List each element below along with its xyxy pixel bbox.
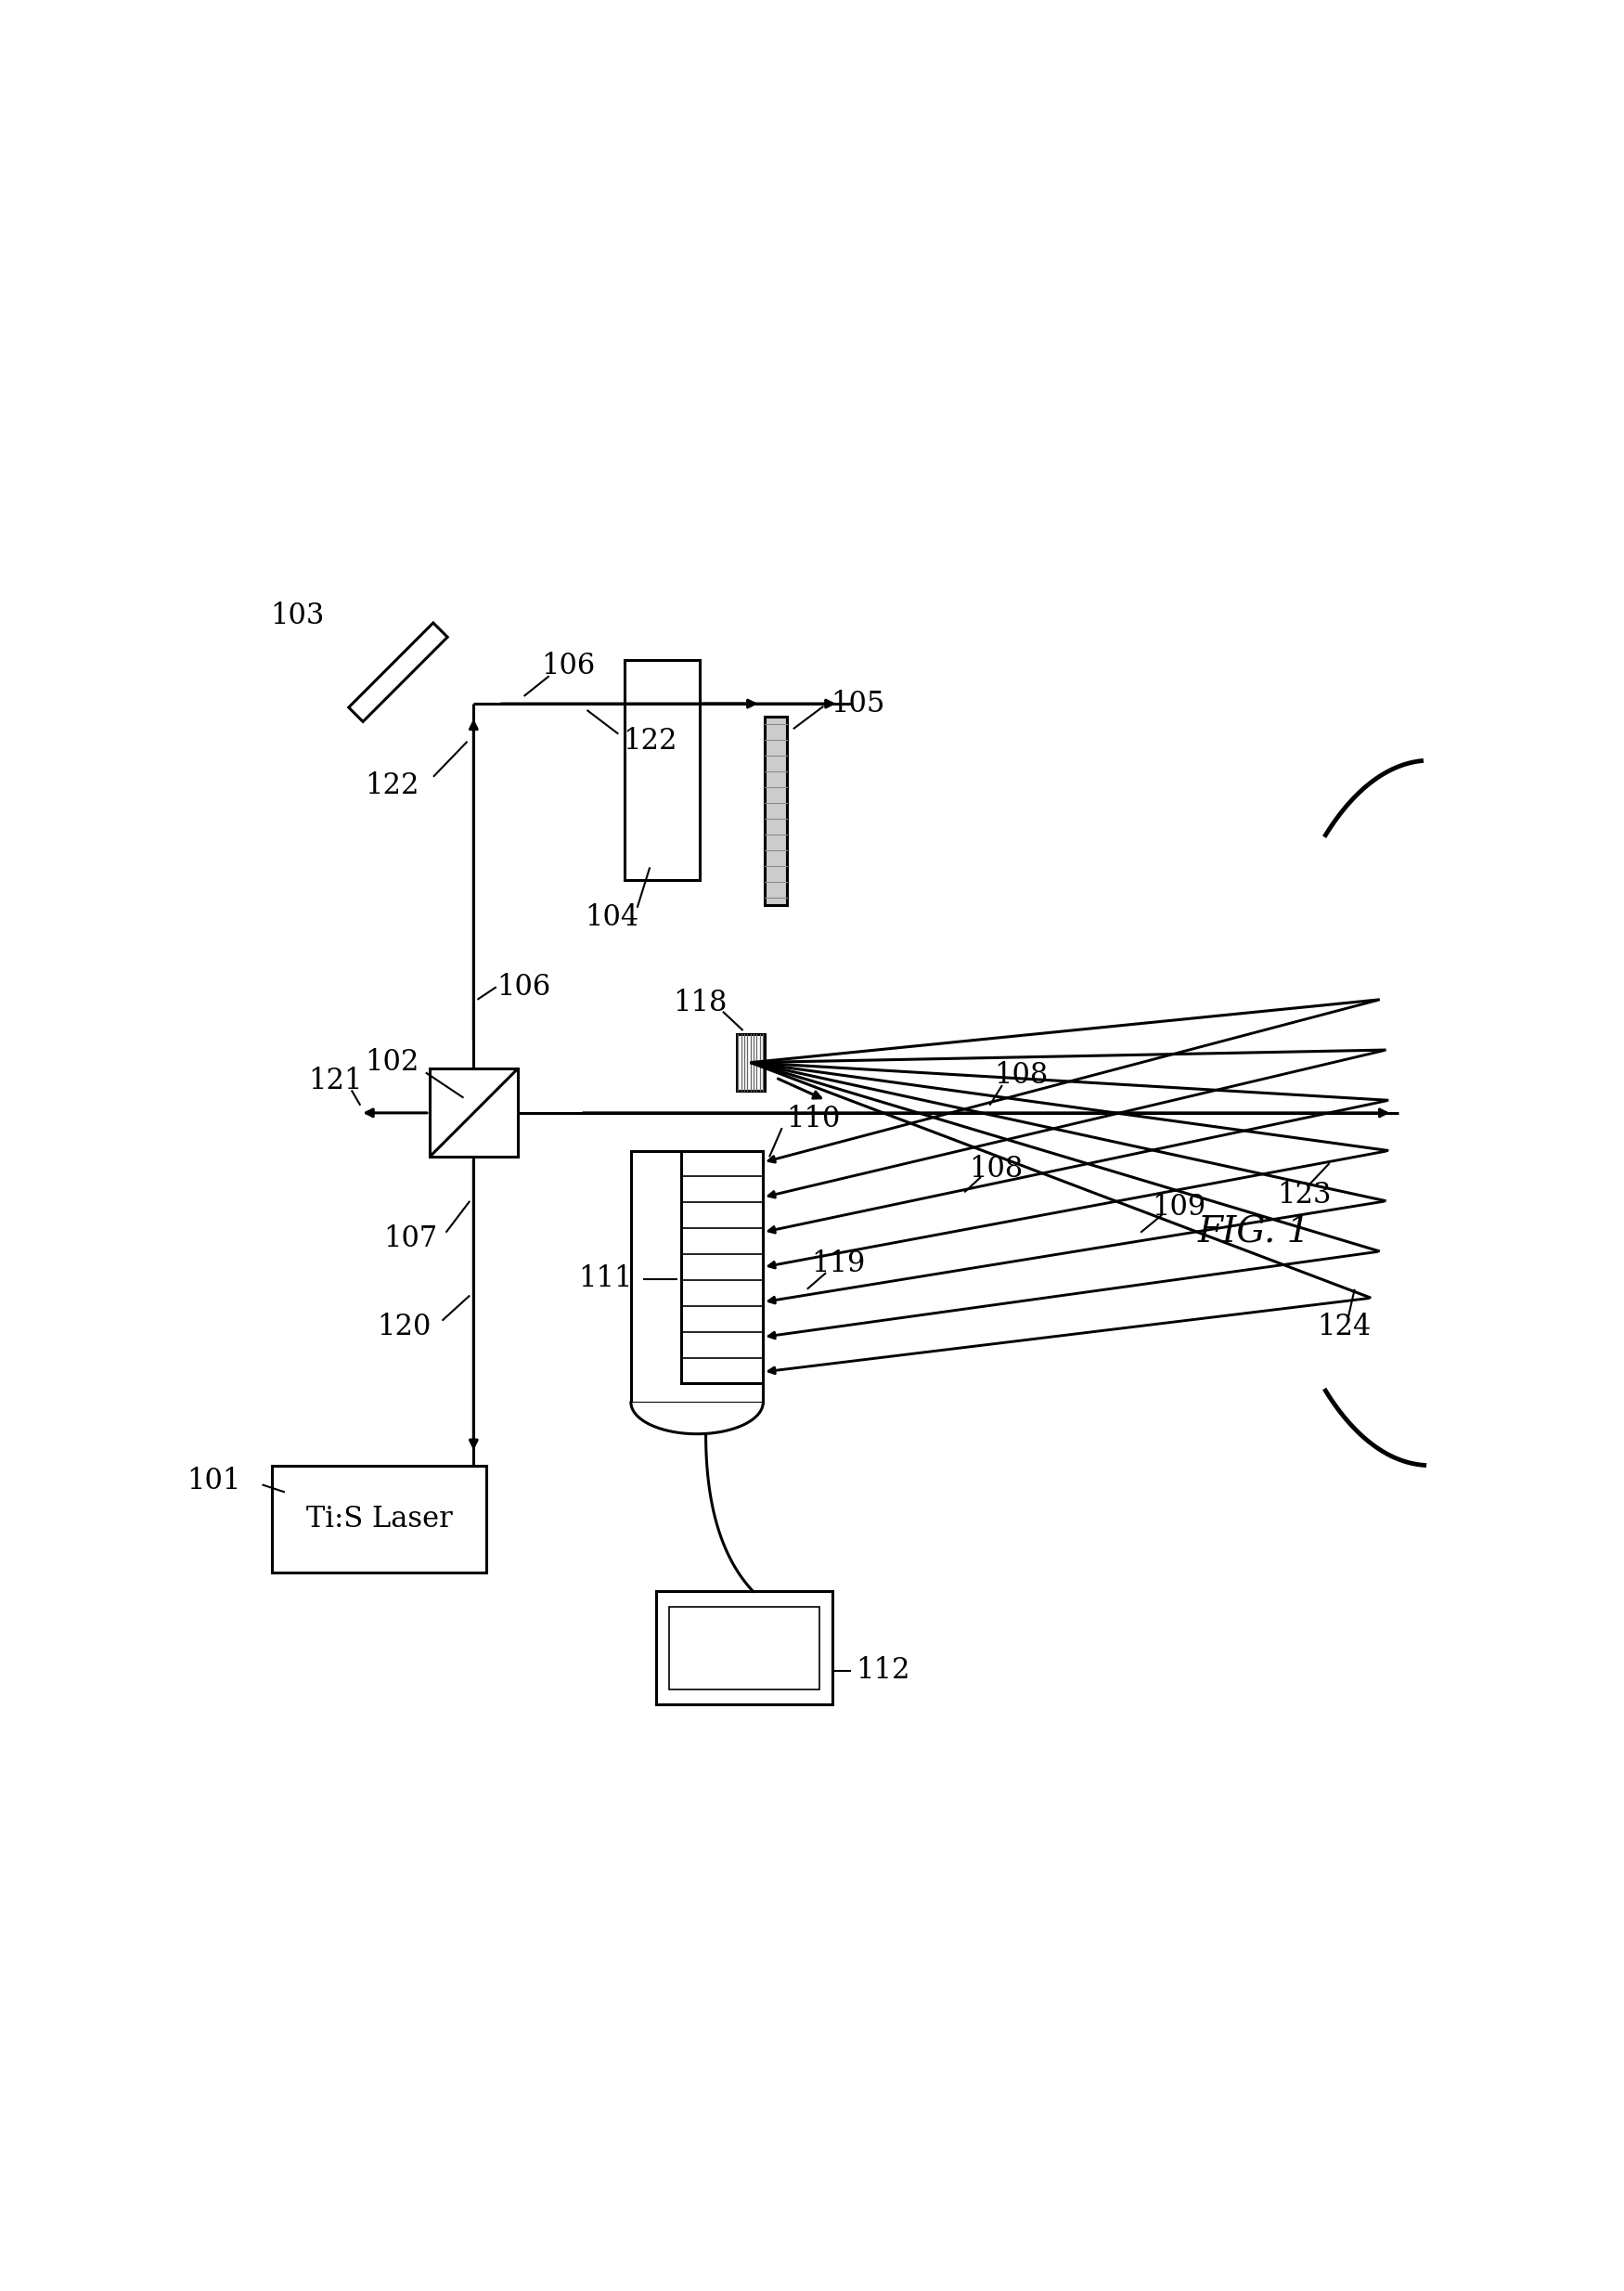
Bar [630,1150,763,1402]
Text: 104: 104 [585,903,638,932]
Bar [273,1466,486,1572]
Text: 109: 109 [1151,1194,1205,1221]
Text: 124: 124 [1317,1313,1372,1340]
Text: Ti:S Laser: Ti:S Laser [305,1505,453,1533]
Text: 121: 121 [309,1068,362,1095]
Text: 108: 108 [994,1061,1047,1091]
Text: 103: 103 [270,600,325,630]
Text: 112: 112 [856,1656,909,1684]
Text: 110: 110 [786,1104,841,1134]
Text: 111: 111 [578,1265,633,1292]
Bar [630,1402,763,1434]
Bar [682,1150,763,1384]
Text: 120: 120 [377,1313,432,1340]
Bar [765,717,788,905]
Bar [429,1070,518,1157]
Text: 106: 106 [497,974,551,1001]
Bar [737,1033,765,1091]
Text: 119: 119 [812,1249,866,1278]
Text: 122: 122 [622,726,677,756]
Text: 122: 122 [365,772,419,800]
Text: 102: 102 [365,1049,419,1077]
Bar [669,1606,820,1688]
Bar [625,660,700,880]
Text: 101: 101 [187,1466,240,1496]
Text: FIG. 1: FIG. 1 [1197,1214,1311,1249]
Text: 123: 123 [1276,1180,1332,1210]
Bar [656,1592,833,1705]
Text: 106: 106 [541,651,594,680]
Text: 105: 105 [830,690,885,717]
Text: 107: 107 [383,1223,438,1253]
Text: 108: 108 [970,1155,1023,1184]
Text: 118: 118 [672,987,728,1017]
Polygon shape [349,623,448,722]
